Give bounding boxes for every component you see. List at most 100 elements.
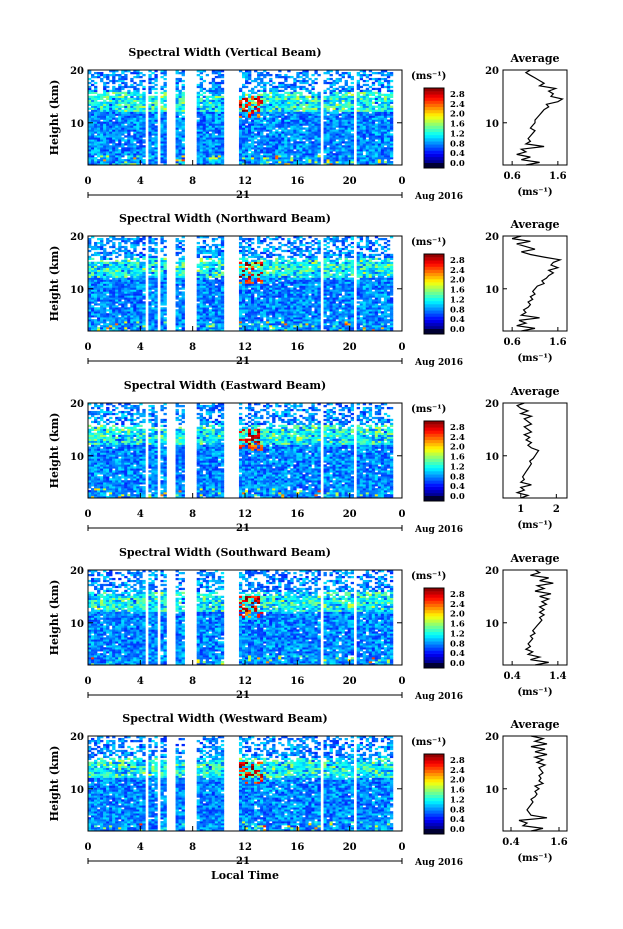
x-tick-label: 0: [85, 676, 92, 687]
avg-x-tick-label: 1: [517, 504, 524, 515]
colorbar-tick-label: 1.6: [450, 453, 465, 463]
x-tick-label: 4: [137, 176, 144, 187]
heatmap-cells: [88, 236, 393, 331]
colorbar-tick-label: 0.0: [450, 325, 465, 335]
avg-y-tick-label: 20: [485, 566, 499, 577]
x-tick-label: 4: [137, 676, 144, 687]
colorbar-tick-label: 1.2: [450, 129, 465, 139]
x-tick-label: 8: [189, 842, 196, 853]
colorbar-tick-label: 0.4: [450, 315, 465, 325]
day-label: 21: [236, 356, 250, 367]
colorbar-tick-label: 2.0: [450, 776, 465, 786]
x-tick-label: 4: [137, 842, 144, 853]
x-tick-label: 8: [189, 676, 196, 687]
y-tick-label: 20: [70, 66, 84, 77]
day-label: 21: [236, 523, 250, 534]
colorbar-tick-label: 2.4: [450, 600, 465, 610]
colorbar-unit: (ms⁻¹): [411, 737, 446, 748]
x-tick-label: 20: [343, 509, 357, 520]
x-tick-label: 0: [85, 176, 92, 187]
colorbar-tick-label: 0.4: [450, 815, 465, 825]
y-tick-label: 10: [70, 119, 84, 130]
y-tick-label: 20: [70, 232, 84, 243]
colorbar: [424, 88, 444, 168]
avg-x-tick-label: 0.6: [503, 337, 520, 348]
colorbar: [424, 254, 444, 334]
colorbar: [424, 421, 444, 501]
avg-y-tick-label: 10: [485, 119, 499, 130]
avg-x-label: (ms⁻¹): [517, 853, 552, 864]
panel-4: Spectral Width (Westward Beam)Height (km…: [48, 712, 568, 868]
average-title: Average: [509, 52, 559, 65]
avg-y-tick-label: 20: [485, 732, 499, 743]
colorbar-unit: (ms⁻¹): [411, 237, 446, 248]
colorbar-tick-label: 0.0: [450, 659, 465, 669]
x-tick-label: 16: [290, 176, 304, 187]
y-tick-label: 20: [70, 399, 84, 410]
panel-3: Spectral Width (Southward Beam)Height (k…: [48, 546, 567, 702]
average-title: Average: [509, 218, 559, 231]
panel-title: Spectral Width (Vertical Beam): [128, 46, 321, 59]
heatmap-cells: [88, 736, 393, 831]
colorbar-tick-label: 1.2: [450, 462, 465, 472]
heatmap-cells: [88, 403, 393, 498]
panel-0: Spectral Width (Vertical Beam)Height (km…: [48, 46, 567, 202]
average-frame: [503, 570, 567, 665]
heatmap-cells: [88, 570, 393, 665]
x-tick-label: 8: [189, 176, 196, 187]
y-tick-label: 10: [70, 452, 84, 463]
avg-y-tick-label: 10: [485, 452, 499, 463]
average-title: Average: [509, 385, 559, 398]
colorbar-tick-label: 0.0: [450, 492, 465, 502]
x-tick-label: 12: [238, 676, 252, 687]
x-tick-label: 4: [137, 342, 144, 353]
colorbar-tick-label: 1.6: [450, 620, 465, 630]
avg-y-tick-label: 10: [485, 619, 499, 630]
panel-1: Spectral Width (Northward Beam)Height (k…: [48, 212, 567, 368]
y-axis-label: Height (km): [48, 580, 61, 656]
colorbar-tick-label: 2.4: [450, 433, 465, 443]
colorbar-tick-label: 0.8: [450, 472, 465, 482]
x-tick-label: 8: [189, 509, 196, 520]
colorbar-tick-label: 0.8: [450, 639, 465, 649]
x-axis-label: Local Time: [211, 869, 279, 882]
figure: Spectral Width (Vertical Beam) Height (km…: [0, 0, 623, 929]
avg-x-tick-label: 0.6: [503, 171, 520, 182]
colorbar-tick-label: 2.8: [450, 90, 465, 100]
x-tick-label: 0: [85, 342, 92, 353]
average-frame: [503, 70, 567, 165]
colorbar: [424, 588, 444, 668]
x-tick-label: 12: [238, 509, 252, 520]
x-tick-label: 0: [399, 509, 406, 520]
colorbar-underflow: [424, 329, 444, 334]
day-label: 21: [236, 856, 250, 867]
colorbar-unit: (ms⁻¹): [411, 71, 446, 82]
colorbar-tick-label: 1.6: [450, 786, 465, 796]
colorbar-tick-label: 2.4: [450, 766, 465, 776]
x-tick-label: 16: [290, 842, 304, 853]
avg-x-tick-label: 2: [553, 504, 560, 515]
month-label: Aug 2016: [414, 192, 463, 202]
avg-x-tick-label: 1.6: [550, 837, 567, 848]
average-title: Average: [509, 552, 559, 565]
colorbar-tick-label: 1.2: [450, 795, 465, 805]
x-tick-label: 0: [399, 842, 406, 853]
day-label: 21: [236, 190, 250, 201]
colorbar-underflow: [424, 829, 444, 834]
y-tick-label: 20: [70, 566, 84, 577]
colorbar-tick-label: 1.6: [450, 286, 465, 296]
x-tick-label: 0: [399, 176, 406, 187]
colorbar-tick-label: 2.0: [450, 110, 465, 120]
month-label: Aug 2016: [414, 692, 463, 702]
colorbar-tick-label: 0.8: [450, 139, 465, 149]
colorbar-tick-label: 2.8: [450, 590, 465, 600]
panel-title: Spectral Width (Eastward Beam): [124, 379, 326, 392]
x-tick-label: 12: [238, 842, 252, 853]
x-tick-label: 8: [189, 342, 196, 353]
y-axis-label: Height (km): [48, 746, 61, 822]
x-tick-label: 20: [343, 842, 357, 853]
colorbar-tick-label: 0.0: [450, 159, 465, 169]
avg-x-tick-label: 1.6: [549, 337, 566, 348]
colorbar-tick-label: 2.0: [450, 610, 465, 620]
colorbar-tick-label: 2.8: [450, 423, 465, 433]
